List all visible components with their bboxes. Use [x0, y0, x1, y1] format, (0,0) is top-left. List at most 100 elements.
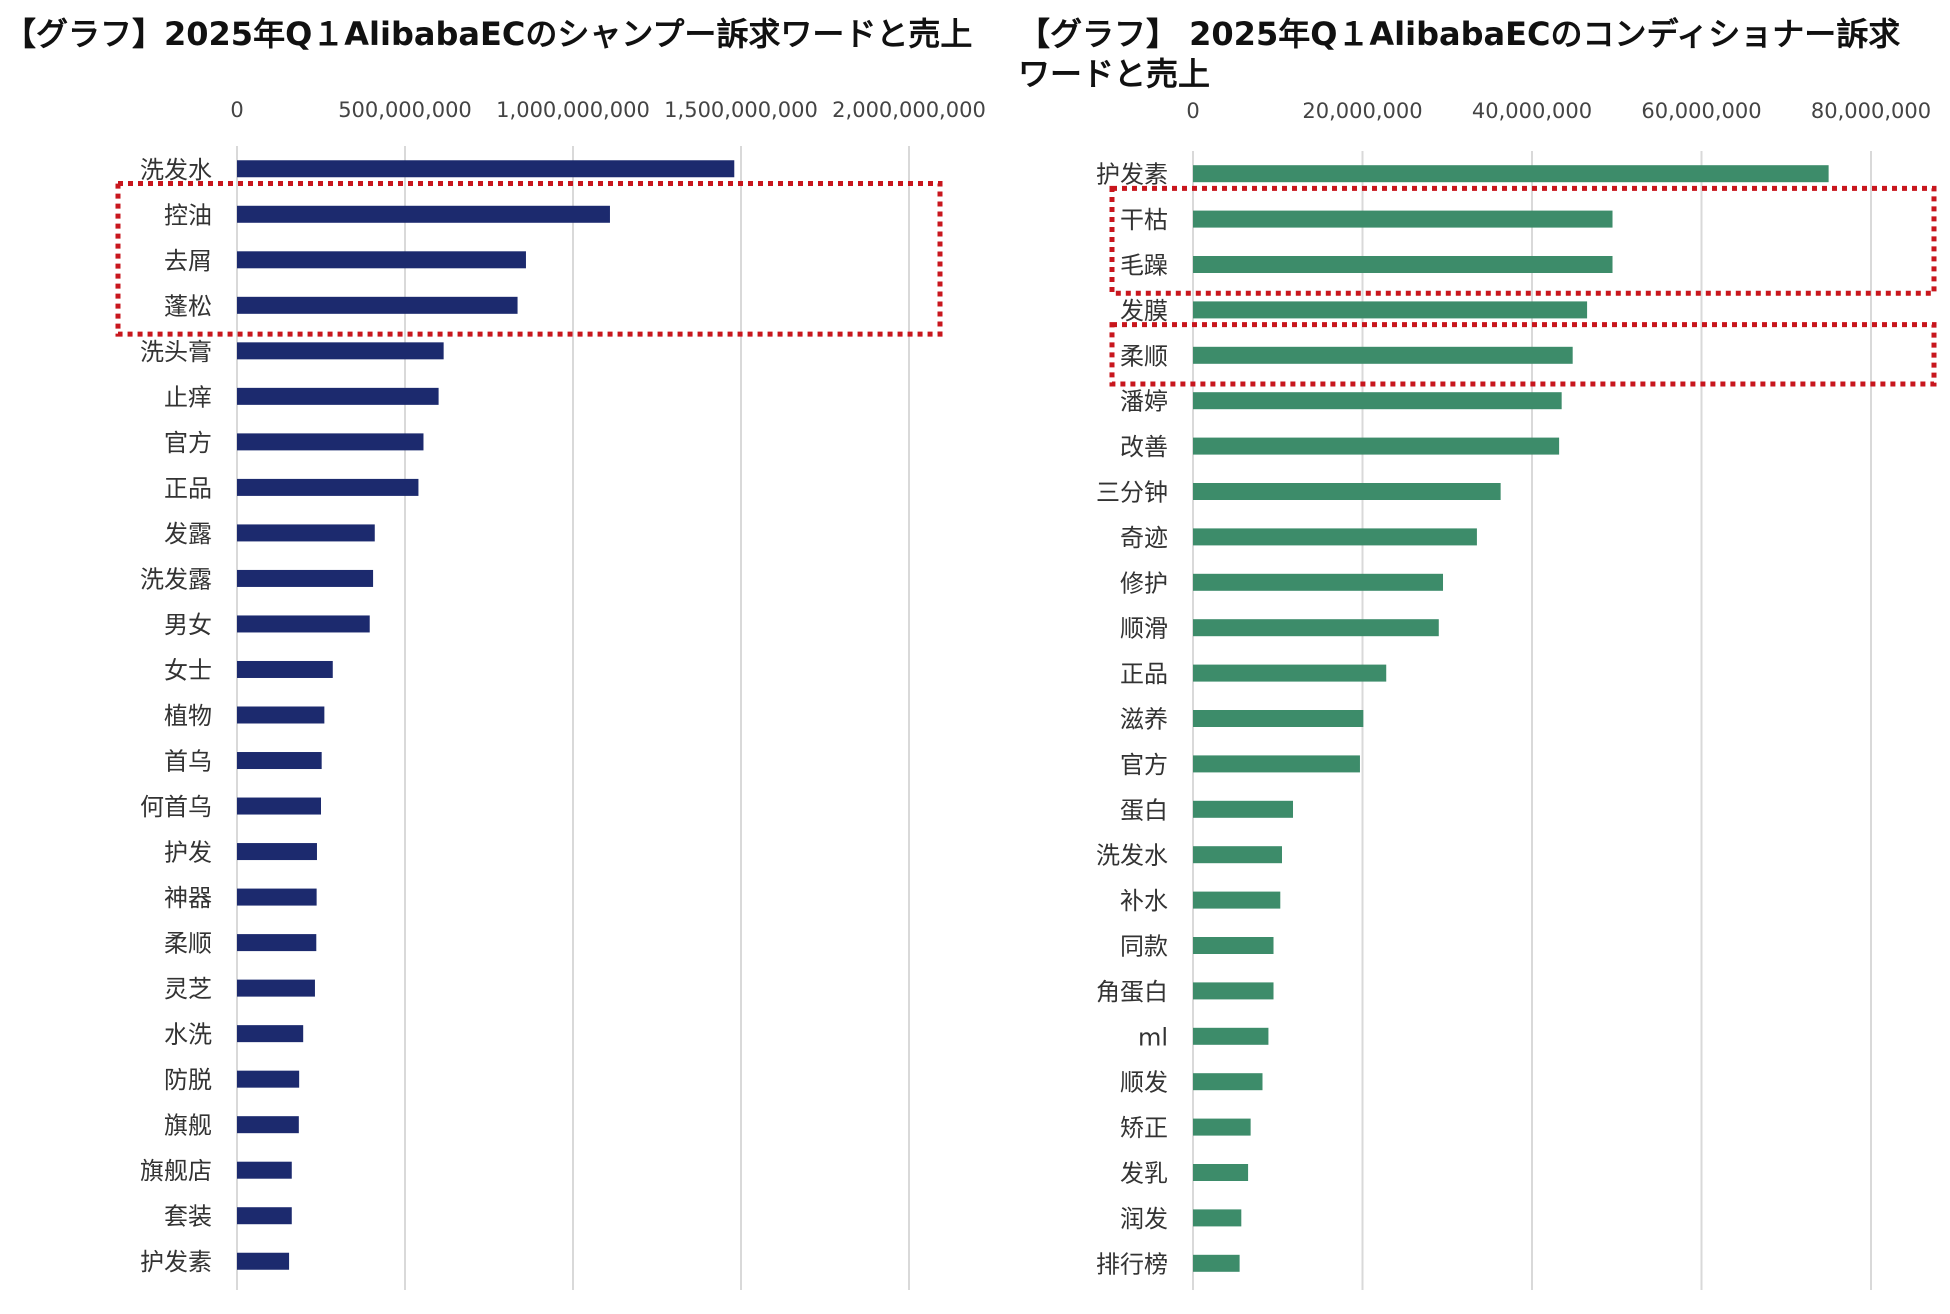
- conditioner-bar: [1193, 982, 1274, 1000]
- conditioner-category-label: 官方: [1120, 751, 1168, 779]
- shampoo-bar: [237, 387, 439, 405]
- conditioner-bar: [1193, 210, 1613, 228]
- shampoo-bar: [237, 1025, 304, 1043]
- shampoo-bar: [237, 478, 419, 496]
- conditioner-bar: [1193, 619, 1439, 637]
- conditioner-category-label: 排行榜: [1096, 1250, 1168, 1278]
- shampoo-category-label: 水洗: [164, 1021, 212, 1049]
- shampoo-bar: [237, 1207, 292, 1225]
- conditioner-category-label: 发乳: [1120, 1160, 1168, 1188]
- shampoo-category-label: 套装: [164, 1203, 212, 1231]
- shampoo-category-label: 护发素: [140, 1248, 212, 1276]
- conditioner-bar: [1193, 573, 1444, 591]
- conditioner-highlight-box: [1109, 322, 1937, 387]
- conditioner-bar: [1193, 301, 1588, 319]
- shampoo-category-label: 旗舰店: [140, 1157, 212, 1185]
- conditioner-bar: [1193, 392, 1562, 410]
- conditioner-category-label: 潘婷: [1120, 388, 1168, 416]
- shampoo-category-label: 旗舰: [164, 1112, 212, 1140]
- shampoo-category-label: 防脱: [164, 1066, 212, 1094]
- shampoo-bar: [237, 1252, 290, 1270]
- shampoo-bar: [237, 752, 322, 770]
- conditioner-bar: [1193, 800, 1294, 818]
- conditioner-category-label: 毛躁: [1120, 252, 1168, 280]
- shampoo-category-label: 灵芝: [164, 975, 212, 1003]
- conditioner-category-label: 蛋白: [1120, 796, 1168, 824]
- shampoo-category-label: 首乌: [164, 748, 212, 776]
- conditioner-bar: [1193, 755, 1360, 773]
- shampoo-bar: [237, 1116, 299, 1134]
- conditioner-category-label: 角蛋白: [1096, 978, 1168, 1006]
- shampoo-tick-label: 2,000,000,000: [832, 98, 986, 122]
- conditioner-category-label: 顺滑: [1120, 615, 1168, 643]
- conditioner-category-label: 同款: [1120, 933, 1168, 961]
- shampoo-category-label: 何首乌: [140, 793, 212, 821]
- shampoo-category-label: 去屑: [164, 247, 212, 275]
- conditioner-category-label: 奇迹: [1120, 524, 1168, 552]
- shampoo-bar: [237, 888, 317, 906]
- shampoo-category-label: 男女: [164, 611, 212, 639]
- chart-title-shampoo: 【グラフ】2025年Q１AlibabaECのシャンプー訴求ワードと売上: [4, 15, 973, 53]
- conditioner-tick-label: 80,000,000: [1811, 99, 1931, 123]
- shampoo-category-label: 植物: [164, 702, 212, 730]
- conditioner-category-label: 滋养: [1120, 706, 1168, 734]
- shampoo-bar: [237, 524, 375, 542]
- conditioner-bar: [1193, 664, 1387, 682]
- shampoo-category-label: 洗发露: [140, 565, 212, 593]
- shampoo-bar: [237, 979, 315, 997]
- shampoo-category-label: 控油: [164, 201, 212, 229]
- conditioner-bar: [1193, 165, 1829, 183]
- chart-title-conditioner: 【グラフ】 2025年Q１AlibabaECのコンディショナー訴求ワードと売上: [1018, 15, 1901, 93]
- conditioner-category-label: ml: [1138, 1023, 1168, 1051]
- shampoo-bar: [237, 205, 610, 223]
- conditioner-category-label: 三分钟: [1096, 479, 1168, 507]
- shampoo-category-label: 女士: [164, 656, 212, 684]
- shampoo-tick-label: 1,000,000,000: [496, 98, 650, 122]
- conditioner-category-label: 护发素: [1096, 161, 1168, 189]
- conditioner-category-label: 洗发水: [1096, 842, 1168, 870]
- conditioner-bar: [1193, 891, 1281, 909]
- conditioner-bar: [1193, 1027, 1269, 1045]
- shampoo-category-label: 止痒: [164, 383, 212, 411]
- conditioner-category-label: 正品: [1120, 660, 1168, 688]
- conditioner-bar: [1193, 483, 1501, 500]
- conditioner-bar: [1193, 846, 1282, 864]
- shampoo-bar: [237, 433, 424, 451]
- shampoo-bar: [237, 615, 370, 633]
- conditioner-category-label: 修护: [1120, 569, 1168, 597]
- shampoo-bar: [237, 797, 321, 815]
- conditioner-bar: [1193, 437, 1560, 455]
- shampoo-bar: [237, 251, 526, 269]
- shampoo-category-label: 洗头膏: [140, 338, 212, 366]
- shampoo-bar: [237, 843, 317, 861]
- shampoo-bar: [237, 160, 735, 178]
- shampoo-bar: [237, 342, 444, 360]
- conditioner-bar: [1193, 710, 1364, 727]
- conditioner-bar: [1193, 1073, 1263, 1091]
- shampoo-category-label: 洗发水: [140, 156, 212, 184]
- shampoo-category-label: 柔顺: [164, 930, 212, 958]
- shampoo-bar: [237, 706, 325, 724]
- shampoo-bar: [237, 296, 518, 314]
- shampoo-bar: [237, 1161, 292, 1179]
- conditioner-tick-label: 40,000,000: [1472, 99, 1592, 123]
- conditioner-category-label: 润发: [1120, 1205, 1168, 1233]
- shampoo-category-label: 发露: [164, 520, 212, 548]
- conditioner-bar: [1193, 346, 1573, 364]
- shampoo-tick-label: 500,000,000: [338, 98, 472, 122]
- shampoo-category-label: 蓬松: [164, 292, 212, 320]
- shampoo-bar: [237, 1070, 300, 1088]
- conditioner-bar: [1193, 1164, 1249, 1181]
- shampoo-category-label: 护发: [164, 839, 212, 867]
- conditioner-category-label: 矫正: [1120, 1114, 1168, 1142]
- shampoo-bar: [237, 934, 317, 952]
- shampoo-bar-chart: 0 500,000,000 1,000,000,000 1,500,000,000 2,…: [115, 98, 986, 1290]
- shampoo-highlight-box: [115, 181, 943, 337]
- shampoo-tick-label: 0: [230, 98, 243, 122]
- shampoo-category-label: 神器: [164, 884, 212, 912]
- shampoo-category-label: 官方: [164, 429, 212, 457]
- conditioner-tick-label: 20,000,000: [1302, 99, 1422, 123]
- conditioner-tick-label: 60,000,000: [1641, 99, 1761, 123]
- shampoo-category-label: 正品: [164, 474, 212, 502]
